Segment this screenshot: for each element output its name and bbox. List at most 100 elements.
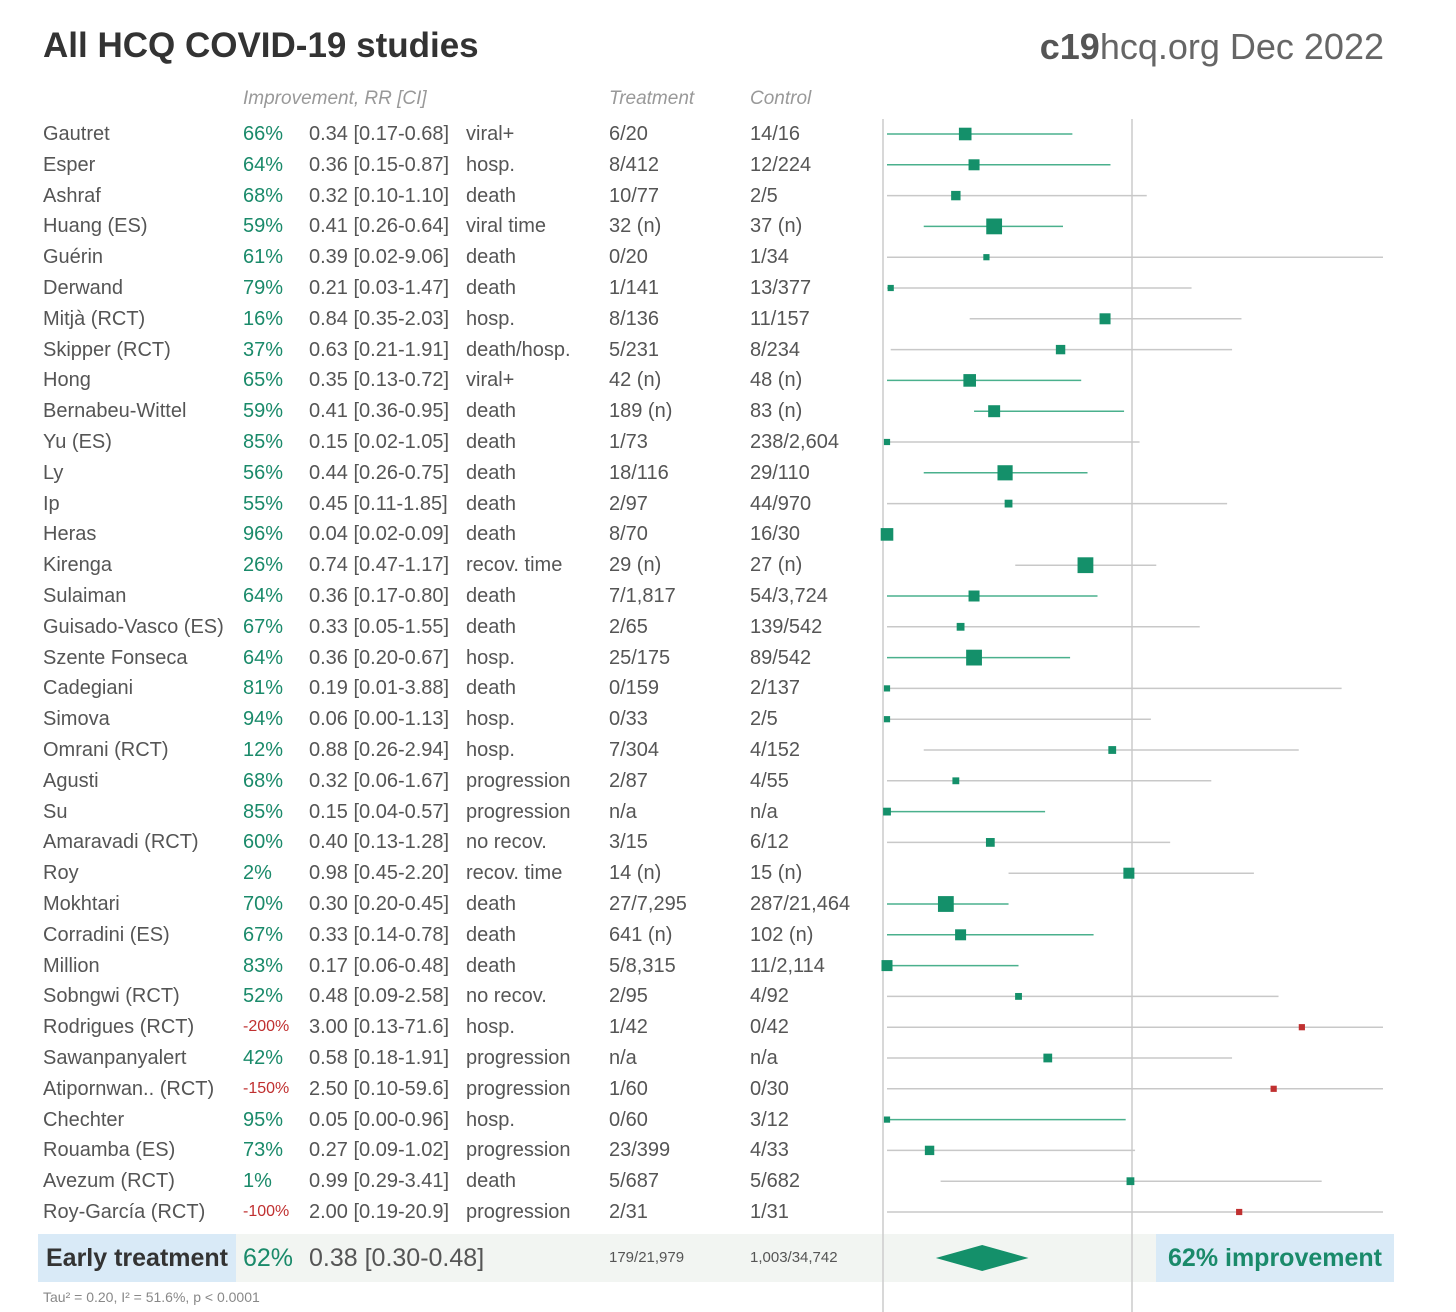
study-control: n/a: [750, 800, 778, 823]
study-rr: 0.30 [0.20-0.45]: [309, 893, 450, 915]
study-improvement: 12%: [243, 739, 284, 761]
study-improvement: -150%: [243, 1079, 290, 1097]
study-rr: 0.06 [0.00-1.13]: [309, 708, 450, 731]
study-outcome: death: [466, 523, 517, 546]
study-treatment: 8/412: [609, 153, 660, 176]
table-row: Roy 2% 0.98 [0.45-2.20] recov. time 14 (n) 15…: [0, 858, 880, 888]
study-outcome: progression: [466, 1201, 571, 1223]
study-control: 13/377: [750, 277, 812, 299]
table-row: Simova 94% 0.06 [0.00-1.13] hosp. 0/33 2/5: [0, 704, 880, 734]
study-improvement: 59%: [243, 215, 284, 238]
study-outcome: viral+: [466, 369, 515, 392]
study-treatment: 10/77: [609, 184, 660, 207]
study-rr: 0.19 [0.01-3.88]: [309, 677, 450, 700]
study-outcome: hosp.: [466, 708, 515, 731]
effect-marker: [1004, 499, 1013, 508]
table-row: Roy-García (RCT) -100% 2.00 [0.19-20.9] pro…: [0, 1197, 880, 1227]
study-control: 29/110: [750, 461, 810, 484]
study-control: 27 (n): [750, 554, 803, 577]
table-row: Ashraf 68% 0.32 [0.10-1.10] death 10/77 2/5: [0, 181, 880, 211]
study-outcome: progression: [466, 1047, 571, 1069]
effect-marker: [1298, 1024, 1305, 1031]
study-control: 2/5: [750, 708, 778, 731]
study-treatment: 5/231: [609, 338, 660, 361]
study-treatment: 5/8,315: [609, 954, 676, 977]
study-improvement: 42%: [243, 1047, 284, 1069]
effect-marker: [951, 190, 961, 201]
table-row: Guérin 61% 0.39 [0.02-9.06] death 0/20 1/34: [0, 242, 880, 272]
effect-marker: [883, 438, 891, 446]
summary-badge: 62% improvement: [1156, 1234, 1394, 1282]
study-treatment: 7/304: [609, 739, 660, 761]
study-name: Yu (ES): [43, 431, 112, 453]
effect-marker: [983, 254, 990, 261]
table-row: Rodrigues (RCT) -200% 3.00 [0.13-71.6] hosp…: [0, 1012, 880, 1042]
study-rr: 0.99 [0.29-3.41]: [309, 1170, 450, 1193]
effect-marker: [883, 685, 891, 692]
study-treatment: 1/42: [609, 1016, 648, 1039]
study-rr: 0.48 [0.09-2.58]: [309, 985, 450, 1008]
study-name: Roy: [43, 862, 79, 885]
effect-marker: [963, 374, 976, 387]
effect-marker: [952, 777, 960, 785]
study-treatment: 2/95: [609, 985, 648, 1008]
study-improvement: 55%: [243, 492, 284, 515]
study-rr: 0.04 [0.02-0.09]: [309, 523, 450, 546]
header-improvement: Improvement, RR [CI]: [243, 88, 427, 109]
study-control: 48 (n): [750, 369, 803, 392]
table-row: Yu (ES) 85% 0.15 [0.02-1.05] death 1/73 238/2…: [0, 427, 880, 457]
study-rr: 0.36 [0.15-0.87]: [309, 153, 450, 176]
effect-marker: [883, 716, 891, 723]
study-treatment: 32 (n): [609, 215, 662, 238]
study-control: 15 (n): [750, 862, 803, 885]
effect-marker: [1270, 1085, 1277, 1092]
study-name: Agusti: [43, 769, 99, 792]
study-improvement: 59%: [243, 400, 284, 423]
study-improvement: 26%: [243, 554, 284, 577]
study-name: Cadegiani: [43, 677, 134, 700]
study-improvement: -200%: [243, 1018, 290, 1036]
effect-marker: [985, 838, 995, 847]
effect-marker: [1015, 992, 1022, 1000]
study-rr: 0.33 [0.14-0.78]: [309, 923, 450, 946]
study-outcome: no recov.: [466, 985, 547, 1008]
effect-marker: [1126, 1177, 1135, 1186]
study-name: Sawanpanyalert: [43, 1047, 187, 1069]
table-row: Bernabeu-Wittel 59% 0.41 [0.36-0.95] death 1…: [0, 396, 880, 426]
study-name: Corradini (ES): [43, 923, 170, 946]
study-outcome: death: [466, 400, 517, 423]
table-row: Atipornwan.. (RCT) -150% 2.50 [0.10-59.6] p…: [0, 1074, 880, 1104]
study-name: Skipper (RCT): [43, 338, 171, 361]
study-treatment: 1/60: [609, 1077, 648, 1100]
study-treatment: 8/136: [609, 307, 660, 330]
study-control: 4/152: [750, 739, 801, 761]
study-control: 1/34: [750, 246, 789, 269]
study-rr: 0.27 [0.09-1.02]: [309, 1139, 450, 1162]
effect-marker: [968, 590, 980, 602]
study-improvement: 2%: [243, 862, 272, 885]
study-treatment: 641 (n): [609, 923, 673, 946]
study-control: 238/2,604: [750, 431, 839, 453]
study-outcome: death: [466, 246, 517, 269]
study-treatment: 18/116: [609, 461, 669, 484]
summary-control: 1,003/34,742: [750, 1249, 838, 1266]
study-improvement: 70%: [243, 893, 284, 915]
study-rr: 0.84 [0.35-2.03]: [309, 307, 450, 330]
heterogeneity-stats: Tau² = 0.20, I² = 51.6%, p < 0.0001: [43, 1289, 260, 1305]
header-treatment: Treatment: [609, 88, 695, 109]
study-outcome: death: [466, 184, 517, 207]
study-name: Million: [43, 954, 100, 977]
study-outcome: death: [466, 893, 517, 915]
table-row: Hong 65% 0.35 [0.13-0.72] viral+ 42 (n) 48 (n…: [0, 365, 880, 395]
effect-marker: [924, 1145, 935, 1156]
study-name: Ip: [43, 492, 60, 515]
study-treatment: 14 (n): [609, 862, 662, 885]
study-rr: 0.15 [0.02-1.05]: [309, 431, 450, 453]
study-control: 4/33: [750, 1139, 789, 1162]
study-rr: 0.45 [0.11-1.85]: [309, 492, 448, 515]
study-name: Mitjà (RCT): [43, 307, 146, 330]
study-name: Ly: [43, 461, 64, 484]
study-treatment: 7/1,817: [609, 585, 676, 607]
study-name: Szente Fonseca: [43, 646, 188, 669]
study-rr: 0.34 [0.17-0.68]: [309, 123, 450, 145]
